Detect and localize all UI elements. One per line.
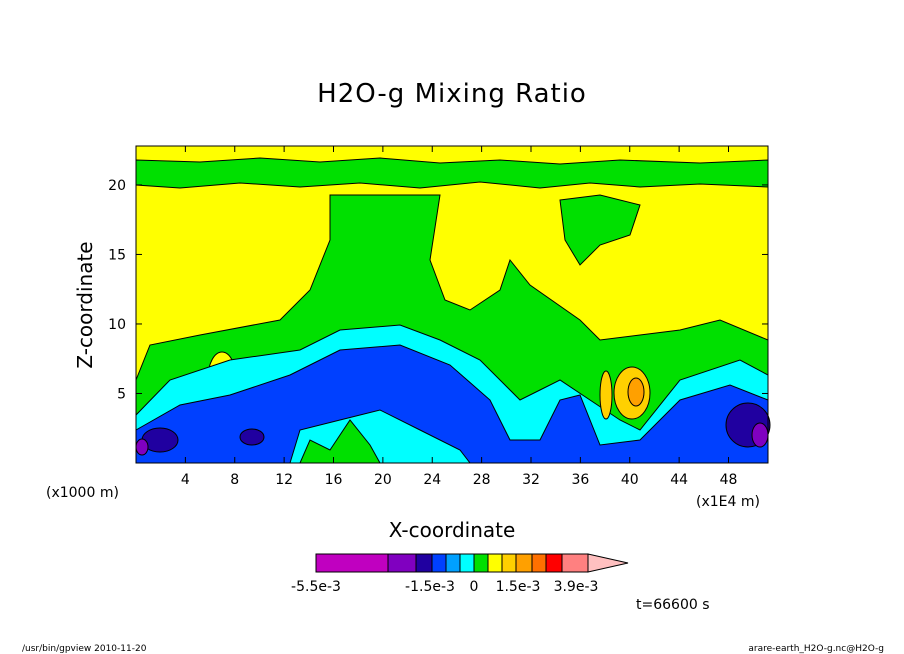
x-tick-label: 8 (230, 472, 239, 488)
footer: arare-earth_H2O-g.nc@H2O-g (748, 644, 884, 654)
colorbar-swatch (487, 553, 503, 573)
colorbar-swatch (545, 553, 563, 573)
contour-region (135, 438, 149, 456)
colorbar-swatch (515, 553, 533, 573)
colorbar-swatch (315, 553, 389, 573)
colorbar-label: 1.5e-3 (496, 579, 541, 595)
x-tick-label: 44 (670, 472, 688, 488)
colorbar-swatch (561, 553, 589, 573)
colorbar-label: 3.9e-3 (554, 579, 599, 595)
colorbar-swatch (501, 553, 517, 573)
colorbar-swatch (587, 553, 629, 573)
contour-region (751, 422, 769, 448)
y-tick-label: 20 (108, 178, 126, 194)
contour-region (599, 370, 613, 420)
colorbar-swatch (459, 553, 475, 573)
colorbar-swatch (387, 553, 417, 573)
y-axis-label: Z-coordinate (73, 241, 97, 368)
x-tick-label: 28 (473, 472, 491, 488)
x-tick-label: 40 (621, 472, 639, 488)
y-tick-label: 15 (108, 247, 126, 263)
x-tick-label: 32 (522, 472, 540, 488)
colorbar-swatch (473, 553, 489, 573)
x-tick-label: 16 (325, 472, 343, 488)
contour-field (135, 146, 771, 464)
plot-frame (135, 145, 769, 464)
contour-region (135, 344, 769, 464)
footer: /usr/bin/gpview 2010-11-20 (22, 644, 147, 654)
colorbar-swatch (531, 553, 547, 573)
colorbar-swatch (431, 553, 447, 573)
colorbar-swatch (445, 553, 461, 573)
y-tick-label: 5 (117, 386, 126, 402)
x-unit-label: (x1E4 m) (696, 494, 760, 510)
x-tick-label: 36 (571, 472, 589, 488)
x-tick-label: 48 (720, 472, 738, 488)
x-tick-label: 24 (423, 472, 441, 488)
x-tick-label: 20 (374, 472, 392, 488)
colorbar-swatch (415, 553, 433, 573)
x-axis-label: X-coordinate (389, 518, 516, 542)
contour-region (135, 157, 769, 189)
colorbar-label: -5.5e-3 (291, 579, 341, 595)
chart-title: H2O-g Mixing Ratio (317, 79, 587, 109)
x-tick-label: 4 (181, 472, 190, 488)
y-tick-label: 10 (108, 317, 126, 333)
colorbar-label: -1.5e-3 (405, 579, 455, 595)
x-tick-label: 12 (275, 472, 293, 488)
colorbar-label: 0 (470, 579, 479, 595)
contour-region (239, 428, 265, 446)
contour-region (559, 194, 641, 266)
x-unit-label: (x1000 m) (46, 485, 119, 501)
time-label: t=66600 s (636, 597, 710, 613)
contour-region (627, 377, 645, 407)
